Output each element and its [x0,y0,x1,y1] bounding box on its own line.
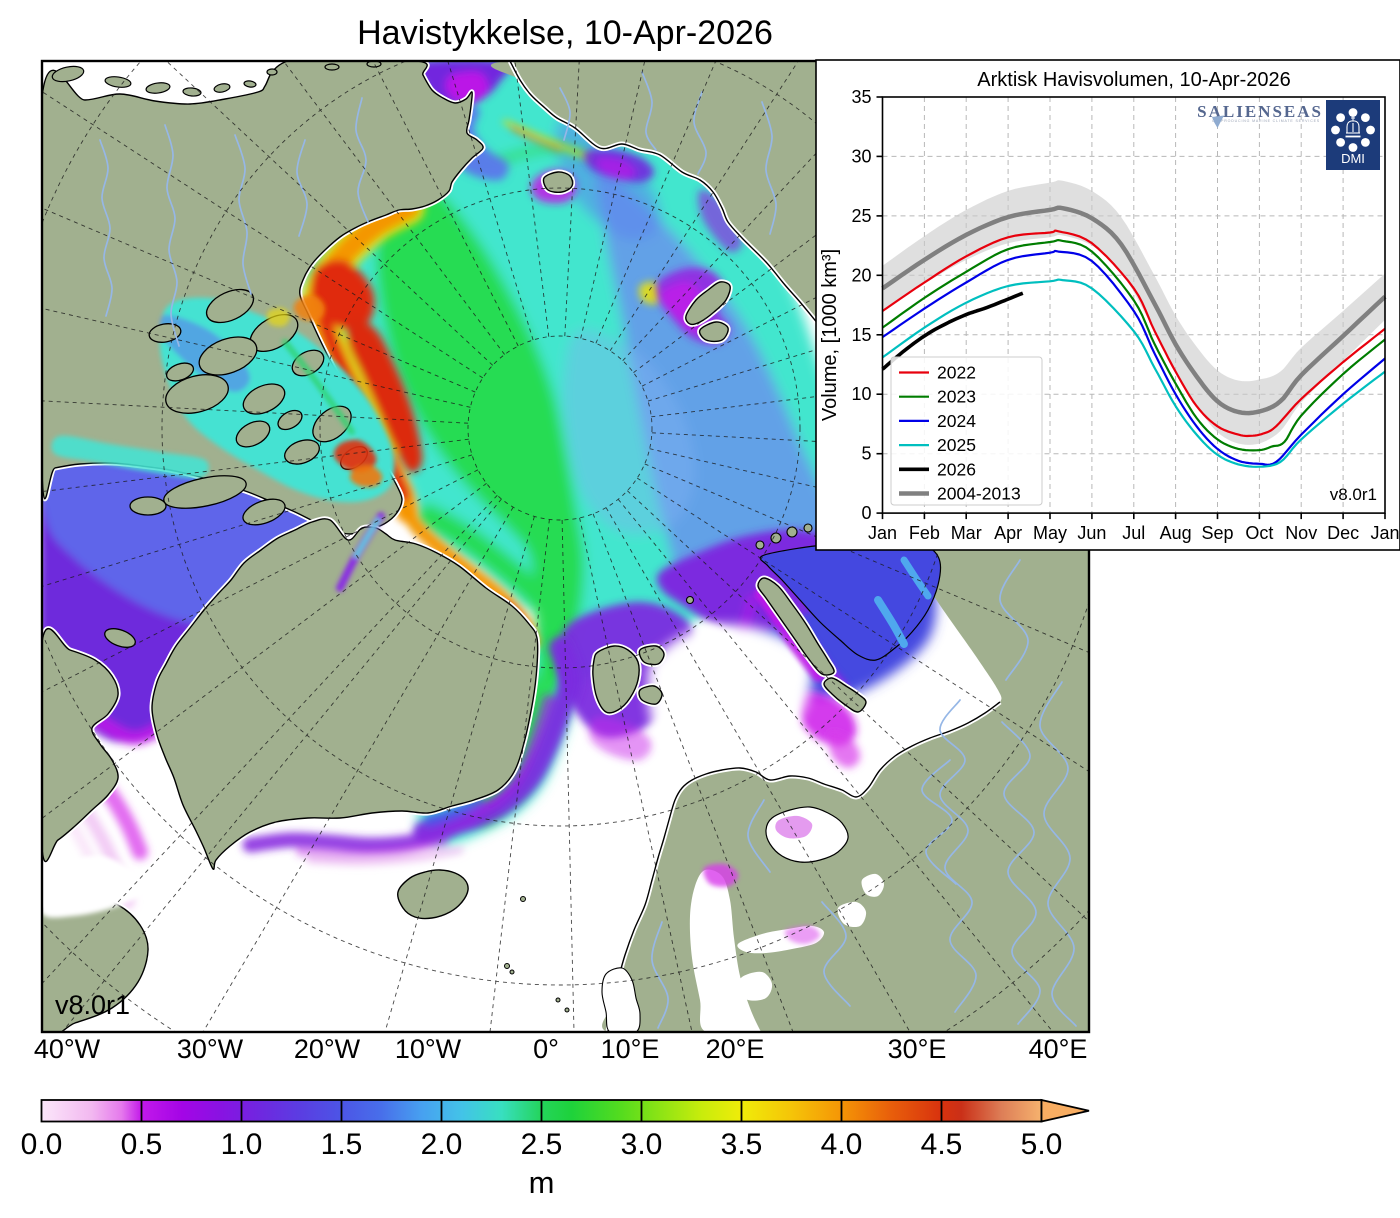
svg-text:5: 5 [861,444,871,464]
svg-text:May: May [1033,523,1067,543]
svg-text:2022: 2022 [937,363,976,383]
svg-text:m: m [529,1165,555,1200]
svg-text:10°E: 10°E [601,1034,660,1064]
svg-text:Nov: Nov [1285,523,1317,543]
svg-text:Sep: Sep [1201,523,1233,543]
svg-text:2.0: 2.0 [421,1128,463,1161]
svg-text:1.5: 1.5 [321,1128,363,1161]
svg-text:4.0: 4.0 [821,1128,863,1161]
svg-text:40°W: 40°W [34,1034,101,1064]
svg-text:Apr: Apr [994,523,1022,543]
svg-text:Aug: Aug [1160,523,1192,543]
svg-text:20°W: 20°W [294,1034,361,1064]
svg-text:Jan: Jan [1370,523,1399,543]
svg-text:30: 30 [851,146,871,166]
svg-text:2024: 2024 [937,411,976,431]
svg-text:DMI: DMI [1341,151,1365,166]
svg-text:2026: 2026 [937,459,976,479]
svg-text:0.5: 0.5 [121,1128,163,1161]
svg-text:Jun: Jun [1077,523,1106,543]
svg-text:4.5: 4.5 [921,1128,963,1161]
svg-text:3.0: 3.0 [621,1128,663,1161]
svg-text:v8.0r1: v8.0r1 [1330,485,1377,504]
svg-text:15: 15 [851,325,871,345]
svg-text:Dec: Dec [1327,523,1359,543]
svg-text:2.5: 2.5 [521,1128,563,1161]
svg-text:2004-2013: 2004-2013 [937,484,1021,504]
svg-text:0.0: 0.0 [21,1128,63,1161]
svg-text:Havistykkelse, 10-Apr-2026: Havistykkelse, 10-Apr-2026 [357,14,773,52]
svg-text:1.0: 1.0 [221,1128,263,1161]
svg-text:Feb: Feb [909,523,940,543]
svg-text:30°E: 30°E [888,1034,947,1064]
svg-text:Jan: Jan [868,523,897,543]
svg-text:10°W: 10°W [395,1034,462,1064]
svg-text:v8.0r1: v8.0r1 [55,990,130,1020]
svg-text:20: 20 [851,265,871,285]
svg-text:35: 35 [851,87,871,107]
svg-text:0°: 0° [533,1034,559,1064]
svg-text:Mar: Mar [951,523,982,543]
svg-text:2025: 2025 [937,435,976,455]
svg-text:10: 10 [851,384,871,404]
svg-text:2023: 2023 [937,387,976,407]
svg-text:0: 0 [861,503,871,523]
svg-text:Arktisk Havisvolumen, 10-Apr-2: Arktisk Havisvolumen, 10-Apr-2026 [977,69,1290,91]
svg-text:20°E: 20°E [706,1034,765,1064]
svg-text:Oct: Oct [1245,523,1273,543]
svg-text:40°E: 40°E [1029,1034,1088,1064]
svg-text:5.0: 5.0 [1021,1128,1063,1161]
svg-text:CO-PRODUCING MARINE CLIMATE SE: CO-PRODUCING MARINE CLIMATE SERVICES [1212,119,1320,123]
svg-text:3.5: 3.5 [721,1128,763,1161]
svg-text:30°W: 30°W [177,1034,244,1064]
svg-text:Volume, [1000 km³]: Volume, [1000 km³] [819,249,841,421]
svg-text:Jul: Jul [1122,523,1145,543]
svg-text:25: 25 [851,206,871,226]
